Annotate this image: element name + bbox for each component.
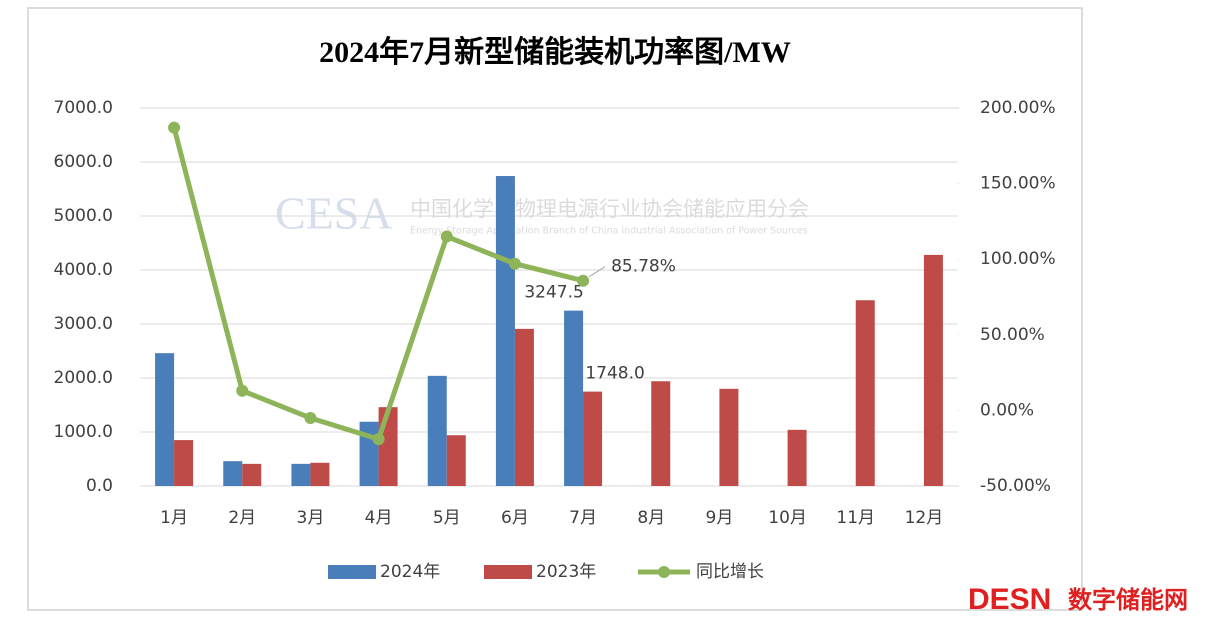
bar bbox=[291, 463, 311, 486]
x-tick-label: 12月 bbox=[905, 508, 944, 528]
x-tick-label: 1月 bbox=[160, 508, 188, 528]
x-tick-label: 2月 bbox=[228, 508, 256, 528]
line-point bbox=[236, 384, 249, 397]
bar bbox=[583, 391, 603, 486]
y-tick-label: 2000.0 bbox=[54, 368, 113, 388]
legend-swatch bbox=[484, 565, 532, 579]
y-tick-label: 7000.0 bbox=[54, 98, 113, 118]
bar bbox=[923, 254, 943, 486]
line-point bbox=[168, 121, 181, 134]
y-tick-label: 1000.0 bbox=[54, 422, 113, 442]
data-label: 3247.5 bbox=[524, 283, 583, 303]
legend-swatch bbox=[328, 565, 376, 579]
data-label: 85.78% bbox=[611, 257, 676, 277]
brand-name: 数字储能网 bbox=[1068, 586, 1188, 614]
x-tick-label: 3月 bbox=[297, 508, 325, 528]
y2-tick-label: 50.00% bbox=[980, 325, 1045, 345]
y2-tick-label: 0.00% bbox=[980, 400, 1034, 420]
y-tick-label: 5000.0 bbox=[54, 206, 113, 226]
bar bbox=[174, 440, 194, 486]
x-tick-label: 8月 bbox=[637, 508, 665, 528]
bar bbox=[719, 388, 739, 486]
bar bbox=[446, 435, 466, 486]
bar bbox=[427, 375, 447, 486]
brand-logo: DESN bbox=[968, 583, 1051, 616]
y-tick-label: 0.0 bbox=[86, 476, 113, 496]
x-tick-label: 9月 bbox=[706, 508, 734, 528]
x-tick-label: 11月 bbox=[836, 508, 875, 528]
watermark: CESA 中国化学与物理电源行业协会储能应用分会 Energy Storage … bbox=[275, 188, 809, 239]
y2-tick-label: -50.00% bbox=[980, 476, 1051, 496]
leader-line bbox=[588, 266, 606, 278]
x-tick-label: 4月 bbox=[365, 508, 393, 528]
x-tick-label: 6月 bbox=[501, 508, 529, 528]
bar bbox=[564, 310, 584, 486]
y2-tick-label: 100.00% bbox=[980, 249, 1056, 269]
bar bbox=[787, 429, 807, 486]
y-tick-label: 4000.0 bbox=[54, 260, 113, 280]
line-point bbox=[440, 230, 453, 243]
y-tick-label: 6000.0 bbox=[54, 152, 113, 172]
line-point bbox=[577, 274, 590, 287]
bar bbox=[223, 461, 243, 486]
line-point bbox=[508, 257, 521, 270]
line-point bbox=[372, 433, 385, 446]
x-tick-label: 10月 bbox=[768, 508, 807, 528]
legend-label: 2024年 bbox=[380, 562, 440, 582]
bar bbox=[855, 300, 875, 486]
chart-title: 2024年7月新型储能装机功率图/MW bbox=[319, 36, 791, 69]
bar bbox=[378, 407, 398, 486]
watermark-logo: CESA bbox=[275, 188, 393, 239]
bar bbox=[514, 328, 534, 486]
watermark-name: 中国化学与物理电源行业协会储能应用分会 bbox=[410, 197, 809, 221]
bar bbox=[495, 176, 515, 487]
data-label: 1748.0 bbox=[585, 364, 644, 384]
y2-tick-label: 150.00% bbox=[980, 174, 1056, 194]
legend-label: 同比增长 bbox=[696, 562, 764, 582]
bar bbox=[359, 421, 379, 486]
bar bbox=[155, 353, 175, 486]
legend-label: 2023年 bbox=[536, 562, 596, 582]
bar bbox=[651, 381, 671, 486]
bar bbox=[310, 462, 330, 486]
x-tick-label: 5月 bbox=[433, 508, 461, 528]
y2-tick-label: 200.00% bbox=[980, 98, 1056, 118]
x-tick-label: 7月 bbox=[569, 508, 597, 528]
bar bbox=[242, 463, 262, 486]
y-tick-label: 3000.0 bbox=[54, 314, 113, 334]
line-point bbox=[304, 411, 317, 424]
watermark-subtitle: Energy Storage Application Branch of Chi… bbox=[410, 226, 808, 237]
legend-swatch bbox=[658, 566, 670, 578]
